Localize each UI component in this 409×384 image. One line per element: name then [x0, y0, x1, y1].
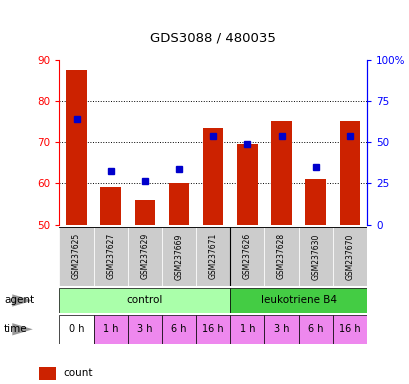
- Text: 3 h: 3 h: [137, 324, 152, 334]
- Bar: [264, 227, 298, 286]
- Text: GDS3088 / 480035: GDS3088 / 480035: [150, 31, 276, 44]
- Text: GSM237670: GSM237670: [344, 233, 353, 280]
- Bar: [93, 227, 128, 286]
- Text: GSM237669: GSM237669: [174, 233, 183, 280]
- Bar: [271, 121, 291, 225]
- Bar: [230, 227, 264, 286]
- Bar: [100, 187, 121, 225]
- Text: 0 h: 0 h: [69, 324, 84, 334]
- Bar: [196, 227, 230, 286]
- Bar: [59, 227, 93, 286]
- Bar: [59, 315, 93, 344]
- Text: GSM237671: GSM237671: [208, 233, 217, 280]
- Text: 16 h: 16 h: [338, 324, 360, 334]
- Bar: [196, 315, 230, 344]
- Bar: [236, 144, 257, 225]
- Polygon shape: [12, 294, 33, 306]
- Bar: [202, 127, 223, 225]
- Bar: [39, 367, 56, 380]
- Text: GSM237625: GSM237625: [72, 233, 81, 280]
- Polygon shape: [12, 323, 33, 336]
- Text: count: count: [63, 368, 92, 379]
- Text: 6 h: 6 h: [171, 324, 187, 334]
- Bar: [339, 121, 359, 225]
- Text: GSM237629: GSM237629: [140, 233, 149, 280]
- Bar: [264, 315, 298, 344]
- Text: GSM237630: GSM237630: [310, 233, 319, 280]
- Text: leukotriene B4: leukotriene B4: [260, 295, 336, 306]
- Text: control: control: [126, 295, 163, 306]
- Text: 6 h: 6 h: [307, 324, 323, 334]
- Bar: [332, 227, 366, 286]
- Text: 1 h: 1 h: [239, 324, 254, 334]
- Bar: [93, 315, 128, 344]
- Text: 1 h: 1 h: [103, 324, 118, 334]
- Bar: [66, 70, 87, 225]
- Bar: [298, 227, 332, 286]
- Bar: [134, 200, 155, 225]
- Bar: [305, 179, 325, 225]
- Bar: [230, 288, 366, 313]
- Bar: [162, 227, 196, 286]
- Text: GSM237626: GSM237626: [242, 233, 251, 280]
- Bar: [59, 288, 230, 313]
- Text: 3 h: 3 h: [273, 324, 289, 334]
- Bar: [128, 227, 162, 286]
- Bar: [298, 315, 332, 344]
- Bar: [128, 315, 162, 344]
- Text: GSM237627: GSM237627: [106, 233, 115, 280]
- Text: agent: agent: [4, 295, 34, 306]
- Bar: [332, 315, 366, 344]
- Text: 16 h: 16 h: [202, 324, 223, 334]
- Text: GSM237628: GSM237628: [276, 233, 285, 280]
- Text: time: time: [4, 324, 28, 334]
- Bar: [162, 315, 196, 344]
- Bar: [169, 184, 189, 225]
- Bar: [230, 315, 264, 344]
